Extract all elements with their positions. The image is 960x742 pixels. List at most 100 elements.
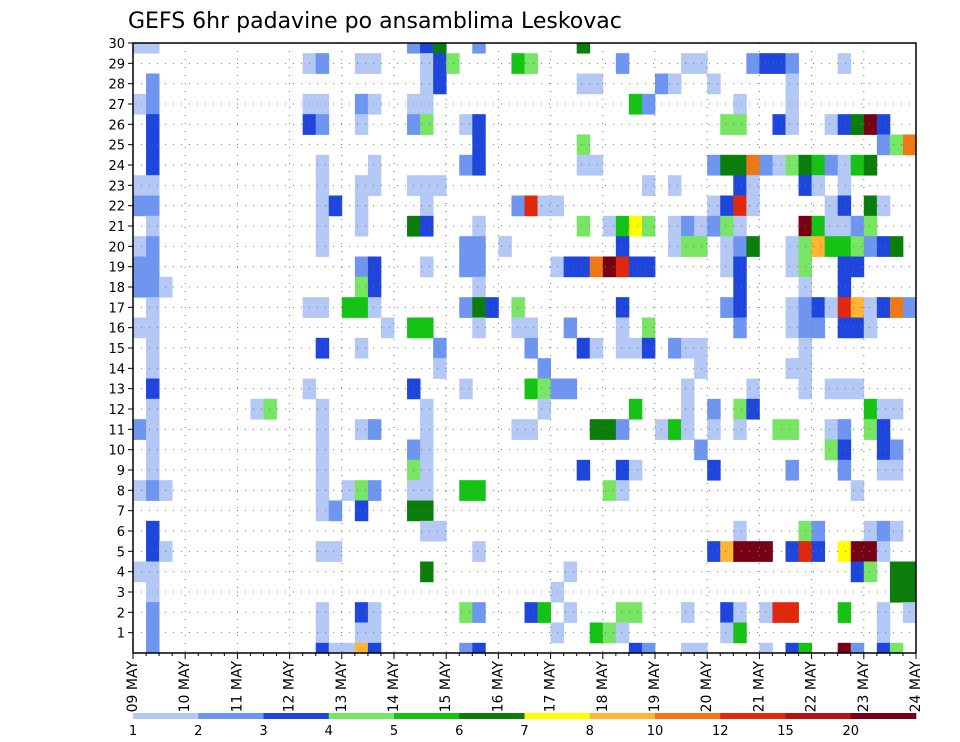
heatmap-cell <box>707 459 721 481</box>
heatmap-cell <box>889 134 904 156</box>
heatmap-cell <box>511 317 525 339</box>
heatmap-cell <box>694 53 708 74</box>
heatmap-cell <box>641 175 656 196</box>
heatmap-cell <box>133 236 147 257</box>
heatmap-cell <box>850 236 865 257</box>
heatmap-cell <box>733 114 747 135</box>
heatmap-cell <box>133 175 147 196</box>
heatmap-cell <box>146 642 160 654</box>
heatmap-cell <box>446 53 460 74</box>
heatmap-cell <box>889 561 904 583</box>
heatmap-cell <box>615 236 630 257</box>
heatmap-cell <box>876 459 891 481</box>
y-tick-label: 20 <box>108 240 125 255</box>
heatmap-cell <box>785 93 799 115</box>
y-tick-label: 9 <box>117 464 125 479</box>
x-tick-label: 19 MAY <box>647 661 663 713</box>
heatmap-cell <box>824 154 839 176</box>
heatmap-cell <box>472 236 486 257</box>
heatmap-cell <box>524 419 538 440</box>
heatmap-cell <box>785 256 799 278</box>
heatmap-cell <box>524 317 538 339</box>
y-tick-label: 29 <box>108 57 125 72</box>
heatmap-cell <box>746 398 760 420</box>
heatmap-cell <box>589 256 604 278</box>
heatmap-cell <box>354 256 369 278</box>
heatmap-cell <box>367 642 382 654</box>
heatmap-cell <box>889 398 904 420</box>
heatmap-cell <box>615 297 630 318</box>
y-tick-label: 12 <box>108 403 125 418</box>
y-tick-label: 22 <box>108 200 125 215</box>
heatmap-cell <box>433 73 447 95</box>
heatmap-cell <box>420 439 434 461</box>
heatmap-cell <box>668 337 682 359</box>
heatmap-cell <box>315 195 330 217</box>
heatmap-cell <box>850 256 865 278</box>
heatmap-cell <box>524 378 538 400</box>
y-tick-label: 18 <box>108 281 125 296</box>
heatmap-cell <box>837 154 852 176</box>
heatmap-cell <box>133 256 147 278</box>
heatmap-cell <box>146 215 160 237</box>
heatmap-cell <box>354 297 369 318</box>
heatmap-cell <box>628 459 643 481</box>
y-tick-label: 27 <box>108 98 125 113</box>
heatmap-cell <box>537 195 551 217</box>
x-tick-label: 09 MAY <box>125 661 141 713</box>
heatmap-cell <box>628 215 643 237</box>
heatmap-cell <box>876 642 891 654</box>
y-tick-label: 23 <box>108 179 125 194</box>
heatmap-cell <box>459 378 473 400</box>
heatmap-cell <box>472 154 486 176</box>
heatmap-cell <box>811 215 826 237</box>
heatmap-cell <box>146 195 160 217</box>
heatmap-cell <box>628 256 643 278</box>
heatmap-cell <box>733 297 747 318</box>
x-tick-label: 13 MAY <box>334 661 350 713</box>
heatmap-cell <box>472 134 486 156</box>
heatmap-cell <box>694 215 708 237</box>
heatmap-cell <box>146 73 160 95</box>
x-tick-label: 22 MAY <box>804 661 820 713</box>
y-tick-label: 2 <box>117 606 125 621</box>
heatmap-cell <box>720 154 734 176</box>
heatmap-cell <box>328 541 343 562</box>
heatmap-cell <box>668 175 682 196</box>
x-tick-label: 11 MAY <box>229 661 245 713</box>
heatmap-cell <box>694 439 708 461</box>
heatmap-cell <box>589 419 604 440</box>
heatmap-cell <box>367 480 382 501</box>
heatmap-cell <box>315 114 330 135</box>
heatmap-cell <box>720 297 734 318</box>
heatmap-cell <box>146 175 160 196</box>
heatmap-cell <box>563 378 578 400</box>
legend-label: 8 <box>586 724 594 739</box>
y-tick-label: 1 <box>117 627 125 642</box>
heatmap-cell <box>668 419 682 440</box>
x-tick-label: 10 MAY <box>177 661 193 713</box>
heatmap-cell <box>146 317 160 339</box>
dotted-grid <box>133 42 916 653</box>
heatmap-cell <box>602 622 617 644</box>
heatmap-cell <box>367 175 382 196</box>
heatmap-cell <box>146 297 160 318</box>
heatmap-cell <box>146 93 160 115</box>
heatmap-cell <box>563 561 578 583</box>
legend-label: 12 <box>712 724 729 739</box>
heatmap-cell <box>315 53 330 74</box>
heatmap-cell <box>472 297 486 318</box>
heatmap-cell <box>472 276 486 298</box>
heatmap-cell <box>641 256 656 278</box>
heatmap-cell <box>641 317 656 339</box>
heatmap-cell <box>146 114 160 135</box>
heatmap-cell <box>746 175 760 196</box>
heatmap-cell <box>733 175 747 196</box>
heatmap-cell <box>824 215 839 237</box>
heatmap-cell <box>772 53 786 74</box>
heatmap-cell <box>863 541 878 562</box>
heatmap-cell <box>354 195 369 217</box>
heatmap-cell <box>785 541 799 562</box>
heatmap-cell <box>459 480 473 501</box>
